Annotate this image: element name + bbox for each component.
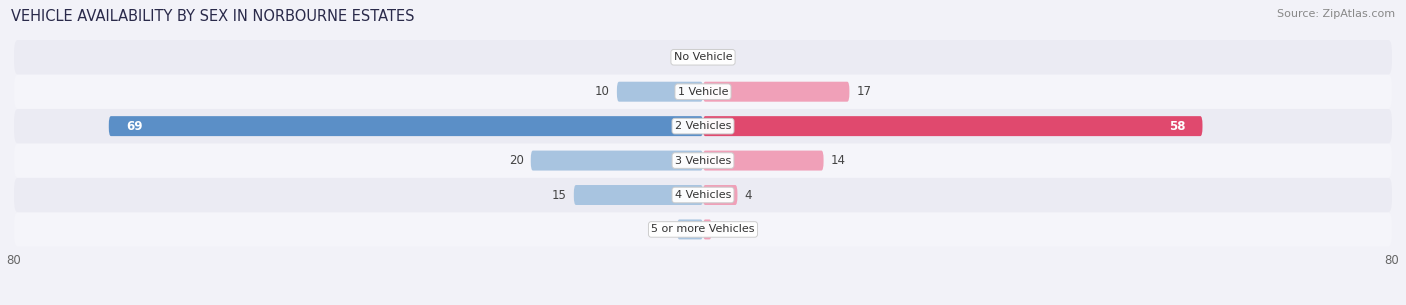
FancyBboxPatch shape xyxy=(14,74,1392,109)
FancyBboxPatch shape xyxy=(14,40,1392,74)
Text: 17: 17 xyxy=(856,85,872,98)
Text: 2 Vehicles: 2 Vehicles xyxy=(675,121,731,131)
Text: VEHICLE AVAILABILITY BY SEX IN NORBOURNE ESTATES: VEHICLE AVAILABILITY BY SEX IN NORBOURNE… xyxy=(11,9,415,24)
FancyBboxPatch shape xyxy=(531,151,703,170)
Text: 0: 0 xyxy=(710,51,717,64)
Text: 4: 4 xyxy=(744,188,752,202)
Text: 14: 14 xyxy=(831,154,845,167)
FancyBboxPatch shape xyxy=(703,220,711,239)
Text: Source: ZipAtlas.com: Source: ZipAtlas.com xyxy=(1277,9,1395,19)
FancyBboxPatch shape xyxy=(617,82,703,102)
Text: 0: 0 xyxy=(689,51,696,64)
FancyBboxPatch shape xyxy=(703,82,849,102)
FancyBboxPatch shape xyxy=(14,109,1392,143)
Text: 58: 58 xyxy=(1168,120,1185,133)
Text: 15: 15 xyxy=(553,188,567,202)
Text: 3: 3 xyxy=(662,223,671,236)
Text: 3 Vehicles: 3 Vehicles xyxy=(675,156,731,166)
Text: 4 Vehicles: 4 Vehicles xyxy=(675,190,731,200)
Text: 1: 1 xyxy=(718,223,725,236)
FancyBboxPatch shape xyxy=(14,212,1392,247)
Text: 20: 20 xyxy=(509,154,524,167)
Text: No Vehicle: No Vehicle xyxy=(673,52,733,62)
FancyBboxPatch shape xyxy=(678,220,703,239)
FancyBboxPatch shape xyxy=(108,116,703,136)
Text: 69: 69 xyxy=(127,120,142,133)
Text: 1 Vehicle: 1 Vehicle xyxy=(678,87,728,97)
FancyBboxPatch shape xyxy=(703,116,1202,136)
Text: 80: 80 xyxy=(7,254,21,267)
FancyBboxPatch shape xyxy=(14,178,1392,212)
FancyBboxPatch shape xyxy=(703,151,824,170)
Text: 10: 10 xyxy=(595,85,610,98)
Text: 80: 80 xyxy=(1385,254,1399,267)
FancyBboxPatch shape xyxy=(14,143,1392,178)
FancyBboxPatch shape xyxy=(703,185,738,205)
Text: 5 or more Vehicles: 5 or more Vehicles xyxy=(651,224,755,235)
FancyBboxPatch shape xyxy=(574,185,703,205)
